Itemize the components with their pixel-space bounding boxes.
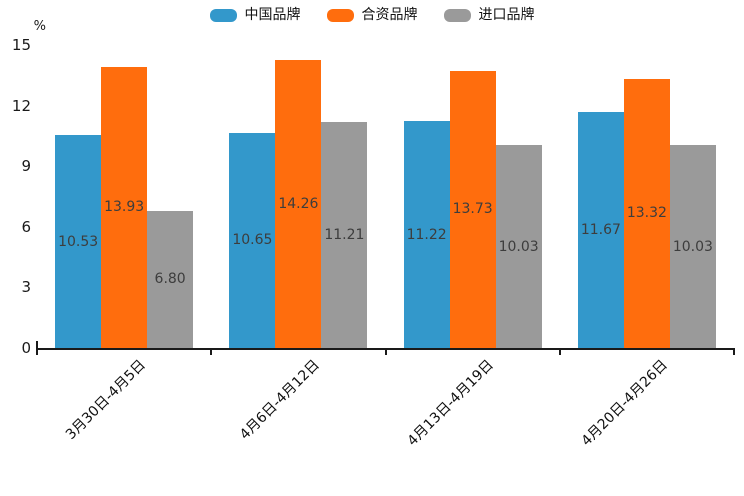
bar <box>669 145 716 348</box>
x-category-label: 4月6日-4月12日 <box>236 357 323 443</box>
bar-value-label: 10.53 <box>58 233 99 250</box>
bar-value-label: 11.67 <box>580 222 621 239</box>
bar <box>147 210 194 348</box>
bar-value-label: 14.26 <box>278 195 319 212</box>
bar-value-label: 10.65 <box>232 232 273 249</box>
x-category-label: 3月30日-4月5日 <box>62 357 149 443</box>
y-tick-label: 9 <box>21 157 31 176</box>
bar-value-label: 11.22 <box>406 226 447 243</box>
bar <box>449 70 496 348</box>
x-axis-tick <box>210 350 213 355</box>
bar <box>403 121 450 348</box>
x-axis-tick <box>36 350 38 355</box>
x-category-label: 4月13日-4月19日 <box>404 357 497 450</box>
legend-label: 进口品牌 <box>478 7 535 23</box>
bar <box>101 66 148 348</box>
bar-value-label: 10.03 <box>498 238 539 255</box>
chart-legend: 中国品牌 合资品牌 进口品牌 <box>0 8 744 22</box>
y-tick-label: 15 <box>11 36 31 54</box>
bar-value-label: 13.73 <box>452 201 493 218</box>
y-tick-label: 0 <box>21 339 31 357</box>
bar <box>495 145 542 348</box>
legend-item: 中国品牌 <box>209 7 301 23</box>
bar <box>623 78 670 348</box>
x-axis-tick <box>384 350 387 355</box>
legend-swatch-icon <box>209 8 237 22</box>
legend-swatch-icon <box>326 8 354 22</box>
legend-swatch-icon <box>443 8 471 22</box>
y-axis-unit-label: % <box>33 19 46 34</box>
bar-value-label: 13.93 <box>104 199 145 216</box>
bar <box>321 121 368 348</box>
x-axis-tick <box>733 350 735 355</box>
x-axis-origin-stub <box>36 341 38 348</box>
x-category-label: 4月20日-4月26日 <box>578 357 672 450</box>
bar-value-label: 13.32 <box>626 205 667 222</box>
bar-value-label: 10.03 <box>672 238 713 255</box>
legend-item: 合资品牌 <box>326 7 418 23</box>
legend-label: 中国品牌 <box>244 7 301 23</box>
bar <box>577 112 624 348</box>
bar-value-label: 11.21 <box>324 226 365 243</box>
bar-value-label: 6.80 <box>154 271 186 288</box>
y-tick-label: 12 <box>11 96 31 115</box>
y-tick-label: 3 <box>21 278 31 297</box>
bar <box>275 59 322 348</box>
legend-item: 进口品牌 <box>443 7 535 23</box>
legend-label: 合资品牌 <box>361 7 418 23</box>
bar <box>55 135 102 348</box>
x-axis-line <box>36 348 735 350</box>
y-tick-label: 6 <box>21 217 31 236</box>
bar <box>229 132 276 348</box>
x-axis-tick <box>558 350 561 355</box>
